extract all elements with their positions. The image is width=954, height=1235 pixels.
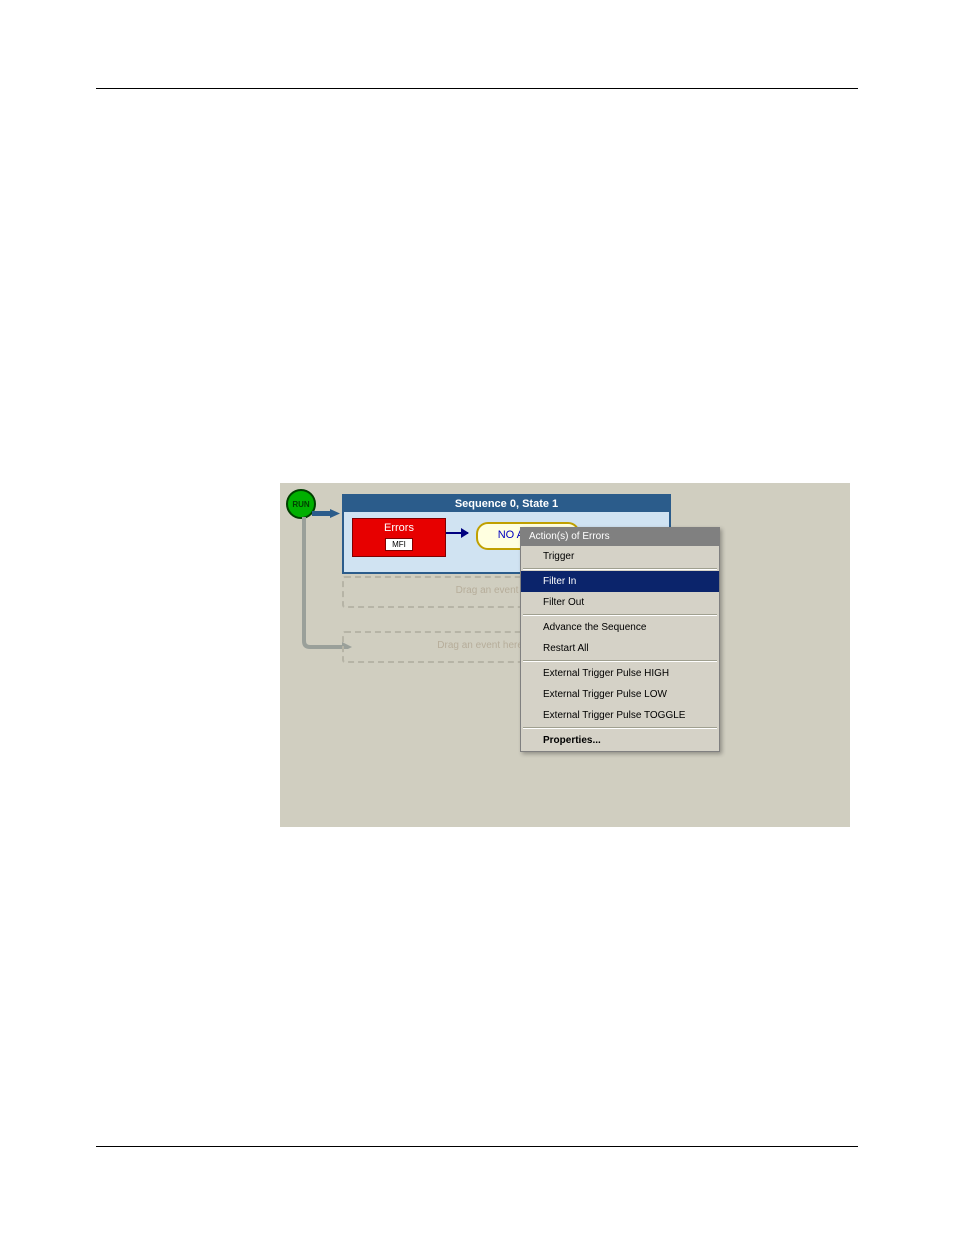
menu-separator <box>523 614 717 616</box>
errors-sublabel: MFI <box>385 538 413 551</box>
errors-label: Errors <box>353 522 445 534</box>
flow-arrow-icon <box>446 532 468 534</box>
rule-top <box>96 88 858 89</box>
errors-node[interactable]: Errors MFI <box>352 518 446 557</box>
menu-item[interactable]: External Trigger Pulse LOW <box>521 684 719 705</box>
menu-separator <box>523 727 717 729</box>
menu-item[interactable]: Restart All <box>521 638 719 659</box>
menu-item[interactable]: External Trigger Pulse TOGGLE <box>521 705 719 726</box>
context-menu-items: Trigger Filter InFilter Out Advance the Se… <box>521 546 719 751</box>
run-label: RUN <box>292 500 309 509</box>
sequence-title: Sequence 0, State 1 <box>344 496 669 512</box>
menu-item[interactable]: Filter Out <box>521 592 719 613</box>
context-menu: Action(s) of Errors Trigger Filter InFilt… <box>520 527 720 752</box>
screenshot-region: RUN Sequence 0, State 1 Errors MFI NO AC… <box>280 483 850 827</box>
menu-item[interactable]: Advance the Sequence <box>521 617 719 638</box>
page: RUN Sequence 0, State 1 Errors MFI NO AC… <box>0 0 954 1235</box>
menu-item[interactable]: Properties... <box>521 730 719 751</box>
context-menu-title: Action(s) of Errors <box>521 528 719 546</box>
menu-separator <box>523 568 717 570</box>
rule-bottom <box>96 1146 858 1147</box>
menu-separator <box>523 660 717 662</box>
menu-item[interactable]: External Trigger Pulse HIGH <box>521 663 719 684</box>
menu-item[interactable]: Trigger <box>521 546 719 567</box>
menu-item[interactable]: Filter In <box>521 571 719 592</box>
